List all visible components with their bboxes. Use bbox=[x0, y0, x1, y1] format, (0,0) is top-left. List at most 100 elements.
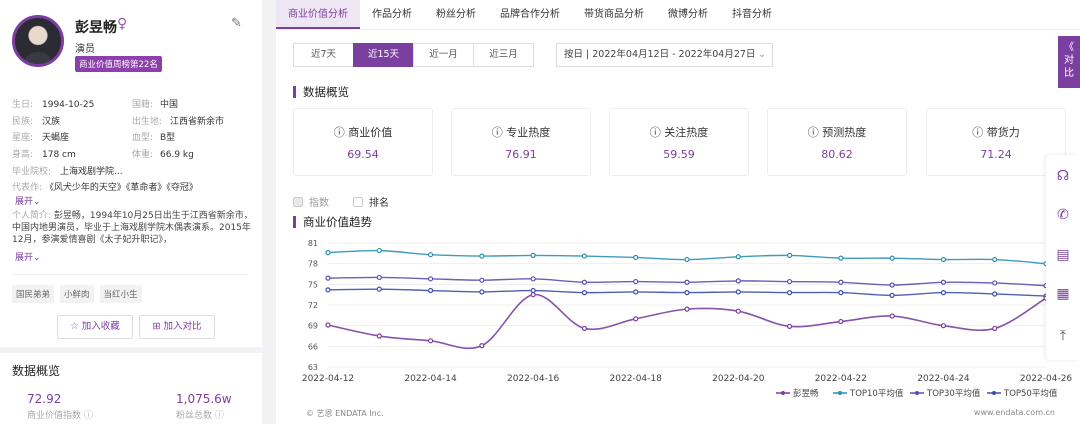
tab-douyin[interactable]: 抖音分析 bbox=[732, 9, 772, 20]
data-point bbox=[786, 278, 793, 285]
data-point bbox=[889, 292, 895, 298]
data-point bbox=[992, 256, 998, 263]
add-favorite-button[interactable]: ☆ 加入收藏 bbox=[57, 315, 133, 339]
intro-value: 彭昱畅，1994年10月25日出生于江西省新余市，中国内地男演员，毕业于上海戏剧… bbox=[12, 211, 253, 245]
info-key: 生日: bbox=[12, 100, 34, 110]
data-point bbox=[735, 254, 741, 260]
metric-label: 预测热度 bbox=[822, 126, 867, 139]
data-point bbox=[530, 292, 536, 298]
metric-card: ⓘ 预测热度 80.62 bbox=[767, 108, 907, 176]
tab-works[interactable]: 作品分析 bbox=[372, 9, 412, 20]
tab-fans[interactable]: 粉丝分析 bbox=[436, 9, 476, 20]
tag[interactable]: 小鲜肉 bbox=[60, 285, 94, 303]
info-value: 中国 bbox=[160, 100, 179, 110]
tag[interactable]: 国民弟弟 bbox=[12, 285, 55, 303]
data-point bbox=[479, 289, 485, 295]
metric-value: 80.62 bbox=[821, 148, 853, 161]
legend-label: 彭昱畅 bbox=[793, 388, 819, 399]
headset-icon[interactable]: ☊ bbox=[1056, 168, 1070, 184]
info-icon: ⓘ bbox=[333, 126, 345, 139]
works-row: 代表作: 《风犬少年的天空》《革命者》《夺冠》 bbox=[12, 180, 198, 193]
range-1m-button[interactable]: 近一月 bbox=[413, 43, 474, 67]
range-15d-button[interactable]: 近15天 bbox=[353, 43, 414, 67]
data-point bbox=[889, 255, 895, 261]
y-tick-label: 66 bbox=[308, 342, 318, 351]
info-value: B型 bbox=[160, 133, 176, 143]
data-point bbox=[684, 306, 690, 312]
range-3m-button[interactable]: 近三月 bbox=[473, 43, 534, 67]
add-compare-button[interactable]: ⊞ 加入对比 bbox=[139, 315, 215, 339]
works-label: 代表作: bbox=[12, 183, 43, 193]
data-point bbox=[940, 289, 947, 296]
compare-button[interactable]: 《 对 比 bbox=[1058, 36, 1080, 88]
works-value: 《风犬少年的天空》《革命者》《夺冠》 bbox=[44, 183, 198, 193]
legend-label: TOP10平均值 bbox=[849, 388, 904, 399]
legend-marker bbox=[838, 391, 842, 395]
tab-commercial-value[interactable]: 商业价值分析 bbox=[276, 0, 360, 29]
metric-value: 71.24 bbox=[980, 148, 1012, 161]
data-point bbox=[376, 274, 382, 281]
tab-weibo[interactable]: 微博分析 bbox=[668, 9, 708, 20]
profile-panel: 彭昱畅 ♀ ✎ 演员 商业价值周榜第22名 生日: 1994-10-25 国籍: 中国… bbox=[0, 0, 262, 424]
document-icon[interactable]: ▤ bbox=[1056, 247, 1070, 263]
qrcode-icon[interactable]: ▦ bbox=[1056, 286, 1070, 302]
metric-card: ⓘ 商业价值 69.54 bbox=[293, 108, 433, 176]
legend-label: TOP30平均值 bbox=[926, 388, 981, 399]
data-point bbox=[838, 279, 844, 285]
index-checkbox[interactable]: 指数 bbox=[293, 194, 329, 209]
tag[interactable]: 当红小生 bbox=[99, 285, 142, 303]
y-tick-label: 72 bbox=[308, 301, 318, 310]
data-point bbox=[684, 289, 690, 296]
tab-brand[interactable]: 品牌合作分析 bbox=[500, 9, 560, 20]
data-point bbox=[633, 316, 639, 322]
edit-icon[interactable]: ✎ bbox=[231, 16, 242, 31]
data-point bbox=[633, 254, 639, 261]
data-point bbox=[581, 325, 588, 332]
data-point bbox=[940, 279, 947, 285]
floating-toolbar: ☊ ✆ ▤ ▦ ⤒ bbox=[1046, 155, 1080, 360]
data-point bbox=[376, 286, 382, 292]
x-tick-label: 2022-04-22 bbox=[815, 374, 867, 384]
x-tick-label: 2022-04-12 bbox=[302, 374, 354, 384]
rank-badge[interactable]: 商业价值周榜第22名 bbox=[75, 56, 162, 72]
data-point bbox=[479, 277, 485, 283]
commercial-index-label: 商业价值指数 ⓘ bbox=[27, 411, 93, 421]
info-icon: ⓘ bbox=[491, 126, 503, 139]
data-point bbox=[633, 289, 639, 295]
data-point bbox=[325, 287, 331, 293]
expand-intro-link[interactable]: 展开⌄ bbox=[15, 253, 41, 263]
expand-works-link[interactable]: 展开⌄ bbox=[15, 197, 41, 207]
date-range-select[interactable]: 按日 | 2022年04月12日 - 2022年04月27日 ⌄ bbox=[556, 43, 773, 67]
trend-title: 商业价值趋势 bbox=[293, 216, 372, 228]
data-point bbox=[530, 252, 536, 258]
metric-label: 关注热度 bbox=[664, 126, 709, 139]
left-overview-title: 数据概览 bbox=[12, 364, 61, 378]
tag-list: 国民弟弟 小鲜肉 当红小生 bbox=[12, 285, 142, 303]
info-value: 汉族 bbox=[42, 117, 61, 127]
metric-value: 59.59 bbox=[663, 148, 695, 161]
data-point bbox=[376, 247, 382, 254]
school-row: 毕业院校: 上海戏剧学院... bbox=[12, 164, 123, 177]
rank-checkbox[interactable]: 排名 bbox=[353, 194, 389, 209]
legend-marker bbox=[781, 391, 785, 395]
data-point bbox=[889, 313, 895, 319]
data-point bbox=[581, 279, 588, 285]
data-point bbox=[735, 278, 741, 284]
back-to-top-icon[interactable]: ⤒ bbox=[1059, 328, 1067, 344]
y-tick-label: 81 bbox=[308, 239, 318, 248]
intro-label: 个人简介: bbox=[12, 211, 52, 221]
footer-url: www.endata.com.cn bbox=[973, 408, 1055, 417]
data-point bbox=[838, 289, 844, 296]
y-tick-label: 63 bbox=[308, 363, 318, 372]
tab-goods[interactable]: 带货商品分析 bbox=[584, 9, 644, 20]
info-row: 生日: 1994-10-25 国籍: 中国 bbox=[12, 97, 178, 110]
info-key: 血型: bbox=[132, 133, 154, 143]
info-icon: ⓘ bbox=[649, 126, 661, 139]
phone-icon[interactable]: ✆ bbox=[1057, 207, 1069, 223]
intro-text: 个人简介: 彭昱畅，1994年10月25日出生于江西省新余市，中国内地男演员，毕… bbox=[12, 210, 257, 246]
y-tick-label: 69 bbox=[308, 322, 318, 331]
range-7d-button[interactable]: 近7天 bbox=[293, 43, 354, 67]
data-point bbox=[940, 256, 947, 263]
y-tick-label: 78 bbox=[308, 260, 318, 269]
info-row: 身高: 178 cm 体重: 66.9 kg bbox=[12, 147, 194, 160]
